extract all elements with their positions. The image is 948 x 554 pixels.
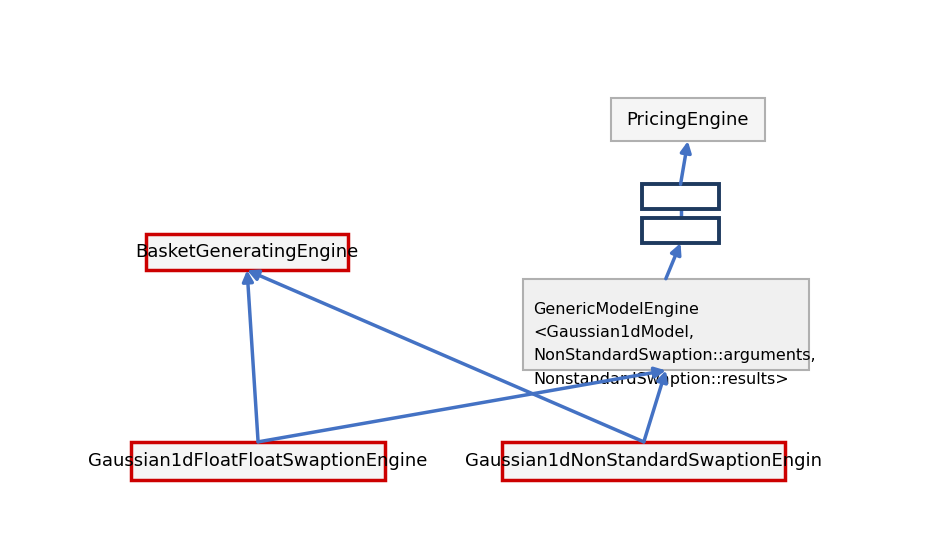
FancyBboxPatch shape [611,99,765,141]
FancyBboxPatch shape [502,442,785,480]
Text: BasketGeneratingEngine: BasketGeneratingEngine [136,243,358,261]
FancyBboxPatch shape [132,442,385,480]
FancyBboxPatch shape [522,279,810,371]
Text: GenericModelEngine
<Gaussian1dModel,
NonStandardSwaption::arguments,
Nonstandard: GenericModelEngine <Gaussian1dModel, Non… [534,301,816,387]
Text: Gaussian1dFloatFloatSwaptionEngine: Gaussian1dFloatFloatSwaptionEngine [88,452,428,470]
FancyBboxPatch shape [642,218,720,243]
Text: PricingEngine: PricingEngine [627,111,749,129]
Text: Gaussian1dNonStandardSwaptionEngin: Gaussian1dNonStandardSwaptionEngin [465,452,822,470]
FancyBboxPatch shape [146,234,348,270]
FancyBboxPatch shape [642,184,720,209]
